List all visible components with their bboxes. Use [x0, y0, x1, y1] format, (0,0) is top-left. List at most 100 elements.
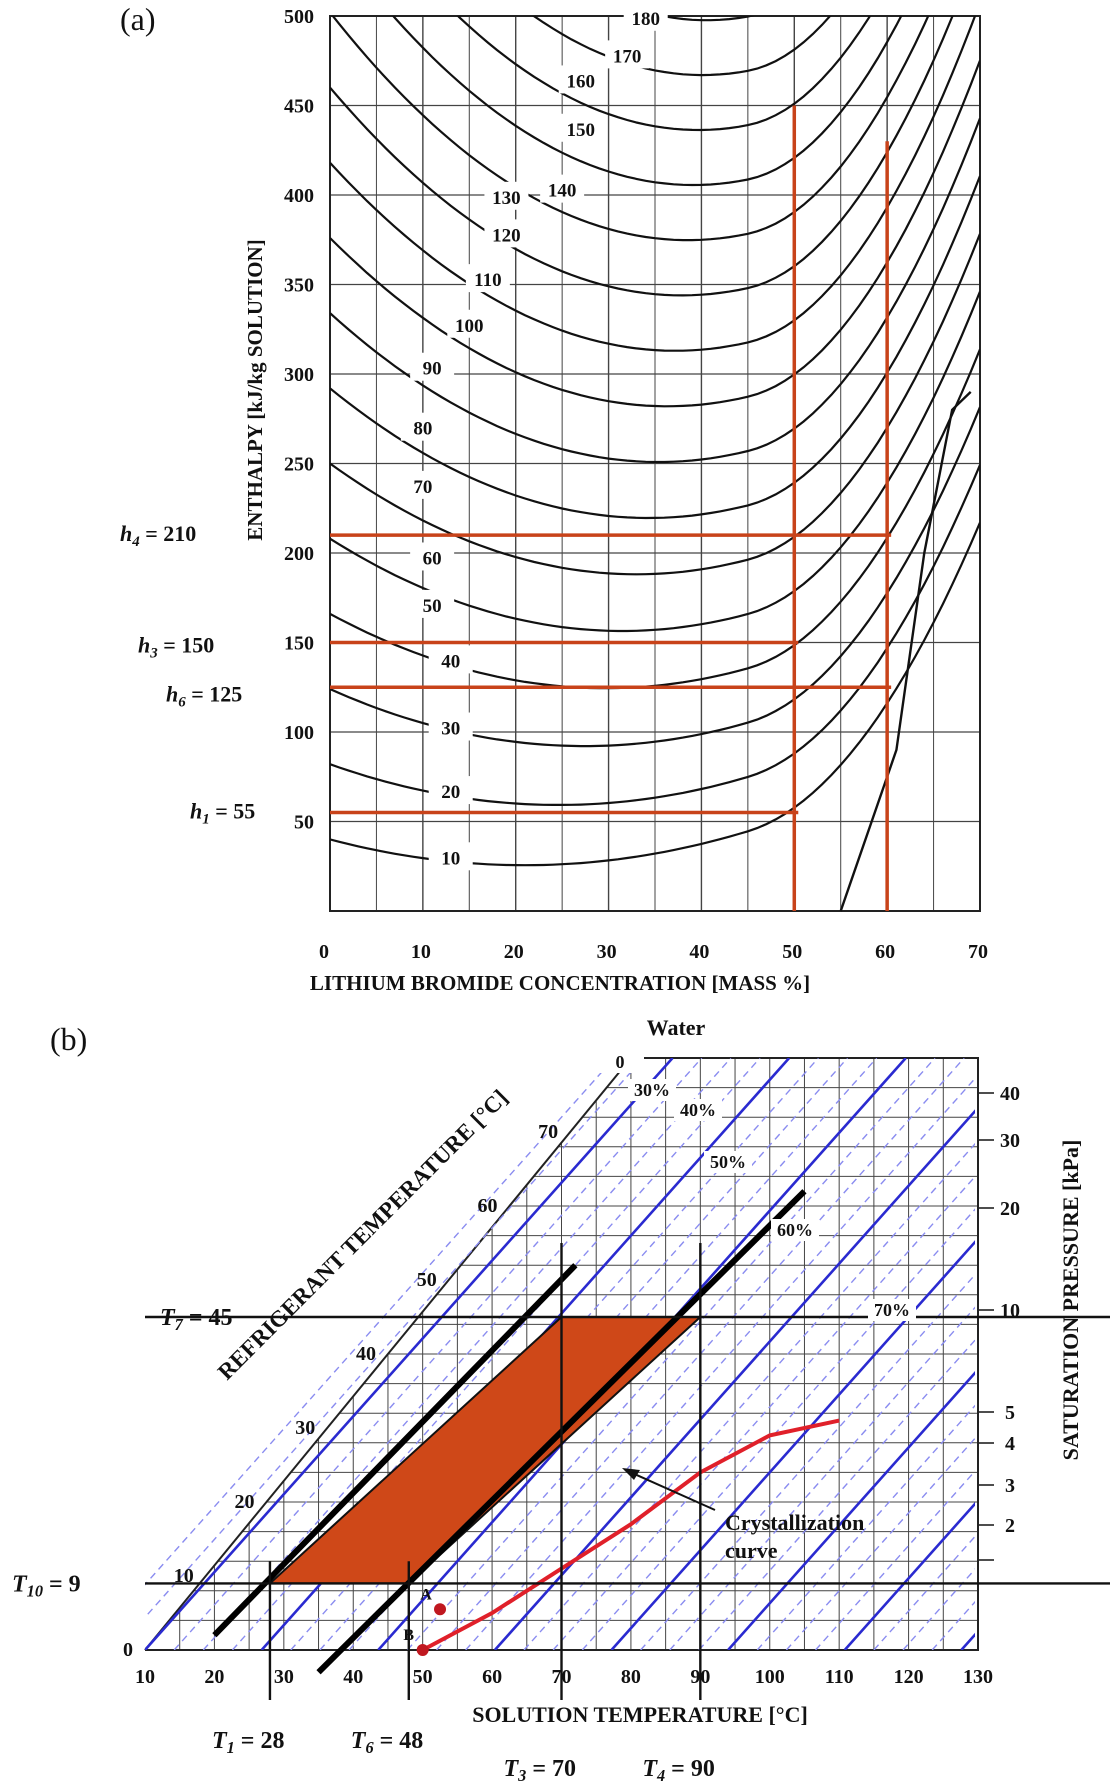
y-tick-label: 100 [284, 722, 314, 744]
refrigerant-tick-label: 70 [538, 1121, 558, 1143]
x-tick-label: 0 [319, 941, 329, 963]
refrigerant-value-label: T7 = 45 [160, 1305, 233, 1334]
isotherm-label: 10 [441, 848, 460, 869]
y-tick-label: 200 [284, 543, 314, 565]
concentration-line [756, 1404, 975, 1650]
concentration-label: 40% [680, 1100, 716, 1120]
panel-a-y-axis-label: ENTHALPY [kJ/kg SOLUTION] [243, 239, 267, 540]
isotherm-label: 150 [566, 120, 595, 141]
isotherm-120 [331, 16, 930, 242]
concentration-line [523, 1142, 975, 1650]
pressure-tick-label: 20 [1000, 1198, 1020, 1220]
isotherm-label-bg [428, 842, 473, 871]
panel-b-tick-labels: 10 20 30 40 50 60 70 80 90 100 110 120 1300102030405… [123, 1047, 1020, 1688]
panel-a-x-axis-label: LITHIUM BROMIDE CONCENTRATION [MASS %] [310, 971, 810, 995]
isotherm-label-bg [484, 219, 529, 248]
isotherm-100 [330, 16, 977, 352]
isotherm-label: 110 [474, 270, 501, 291]
concentration-label: 50% [710, 1152, 746, 1172]
isotherm-label-bg [447, 309, 492, 338]
concentration-line [493, 1109, 975, 1650]
isotherm-90 [330, 60, 980, 408]
crystallization-arrow [629, 1471, 716, 1511]
y-tick-label: 250 [284, 454, 314, 476]
isotherm-140 [456, 16, 872, 132]
x-tick-label: 70 [552, 1666, 572, 1688]
isotherm-label: 130 [492, 188, 521, 209]
concentration-label-bg [674, 1099, 722, 1121]
concentration-label: 60% [777, 1220, 813, 1240]
concentration-label-bg [704, 1151, 752, 1173]
x-tick-label: 50 [782, 941, 802, 963]
isotherm-label-bg [428, 776, 473, 805]
concentration-label: 70% [874, 1300, 910, 1320]
isotherm-label-bg [428, 712, 473, 741]
refrigerant-tick-label: 10 [174, 1565, 194, 1587]
isotherm-label: 90 [423, 359, 442, 380]
refrigerant-value-label: T10 = 9 [12, 1571, 81, 1600]
refrigerant-tick-label: 40 [356, 1343, 376, 1365]
isotherm-label-bg [400, 412, 445, 441]
x-tick-label: 10 [411, 941, 431, 963]
panel-a-reference-lines: h1 = 55 h3 = 150 h6 = 125 h4 = 210 [120, 105, 892, 911]
isotherm-label-bg [400, 470, 445, 499]
weak-solution-line [212, 1263, 578, 1638]
x-tick-label: 20 [204, 1666, 224, 1688]
panel-b-diagonal-axis [144, 1057, 632, 1651]
concentration-label-bg [628, 1079, 676, 1101]
pressure-tick-label: 40 [1000, 1083, 1020, 1105]
enthalpy-value-label-h3: h3 = 150 [138, 633, 214, 662]
pressure-tick-label: 5 [1005, 1402, 1015, 1424]
pressure-tick-label: 2 [1005, 1515, 1015, 1537]
panel-b-right-axis-label: SATURATION PRESSURE [kPa] [1058, 1140, 1083, 1461]
concentration-line [698, 1339, 975, 1650]
concentration-line [640, 1273, 975, 1650]
x-tick-label: 100 [755, 1666, 785, 1688]
y-tick-label: 300 [284, 364, 314, 386]
x-tick-label: 70 [968, 941, 988, 963]
concentration-line [873, 1535, 975, 1650]
concentration-line [960, 1632, 975, 1650]
panel-b-crystallization-curve: ABCrystallizationcurve [403, 1418, 864, 1656]
y-tick-label: 50 [294, 812, 314, 834]
isotherm-label-bg [558, 113, 603, 142]
concentration-line [406, 1058, 936, 1650]
pressure-tick-label: 3 [1005, 1475, 1015, 1497]
solution-value-label: T3 = 70 [504, 1756, 577, 1785]
isotherm-label-bg [410, 352, 455, 381]
isotherm-label: 40 [441, 651, 460, 672]
crystallization-label: Crystallization [725, 1510, 864, 1535]
concentration-label-bg [868, 1299, 916, 1321]
isotherm-150 [532, 16, 832, 77]
x-tick-label: 30 [274, 1666, 294, 1688]
y-tick-label: 150 [284, 633, 314, 655]
enthalpy-value-label-h1: h1 = 55 [190, 799, 255, 828]
refrigerant-tick-label: 30 [295, 1417, 315, 1439]
panel-b-title: Water [647, 1015, 706, 1040]
x-tick-label: 110 [825, 1666, 854, 1688]
state-point [416, 1644, 429, 1656]
isotherm-70 [330, 175, 980, 520]
refrigerant-tick-label: 20 [234, 1491, 254, 1513]
concentration-line [581, 1208, 975, 1650]
panel-a-label: (a) [120, 1, 156, 37]
isotherm-label: 120 [492, 225, 521, 246]
concentration-line [669, 1306, 975, 1650]
solution-value-label: T4 = 90 [642, 1756, 715, 1785]
isotherm-80 [330, 117, 980, 464]
y-tick-label: 400 [284, 185, 314, 207]
crystallization-curve [421, 1418, 840, 1652]
isotherm-label-bg [410, 589, 455, 618]
isotherm-130 [391, 16, 903, 187]
pressure-tick-label: 10 [1000, 1300, 1020, 1322]
isotherm-label-bg [605, 40, 650, 69]
isotherm-label: 140 [548, 181, 577, 202]
refrigerant-tick-label: 0 [123, 1639, 133, 1661]
crystallization-arrowhead [622, 1468, 640, 1480]
concentration-label: 0 [616, 1052, 625, 1072]
concentration-line [173, 1058, 703, 1650]
x-tick-label: 40 [343, 1666, 363, 1688]
refrigerant-tick-label: 60 [477, 1195, 497, 1217]
panel-b-duhring-chart: (b) Water ABCrystallizationcurve T7 = 45… [12, 1015, 1110, 1785]
